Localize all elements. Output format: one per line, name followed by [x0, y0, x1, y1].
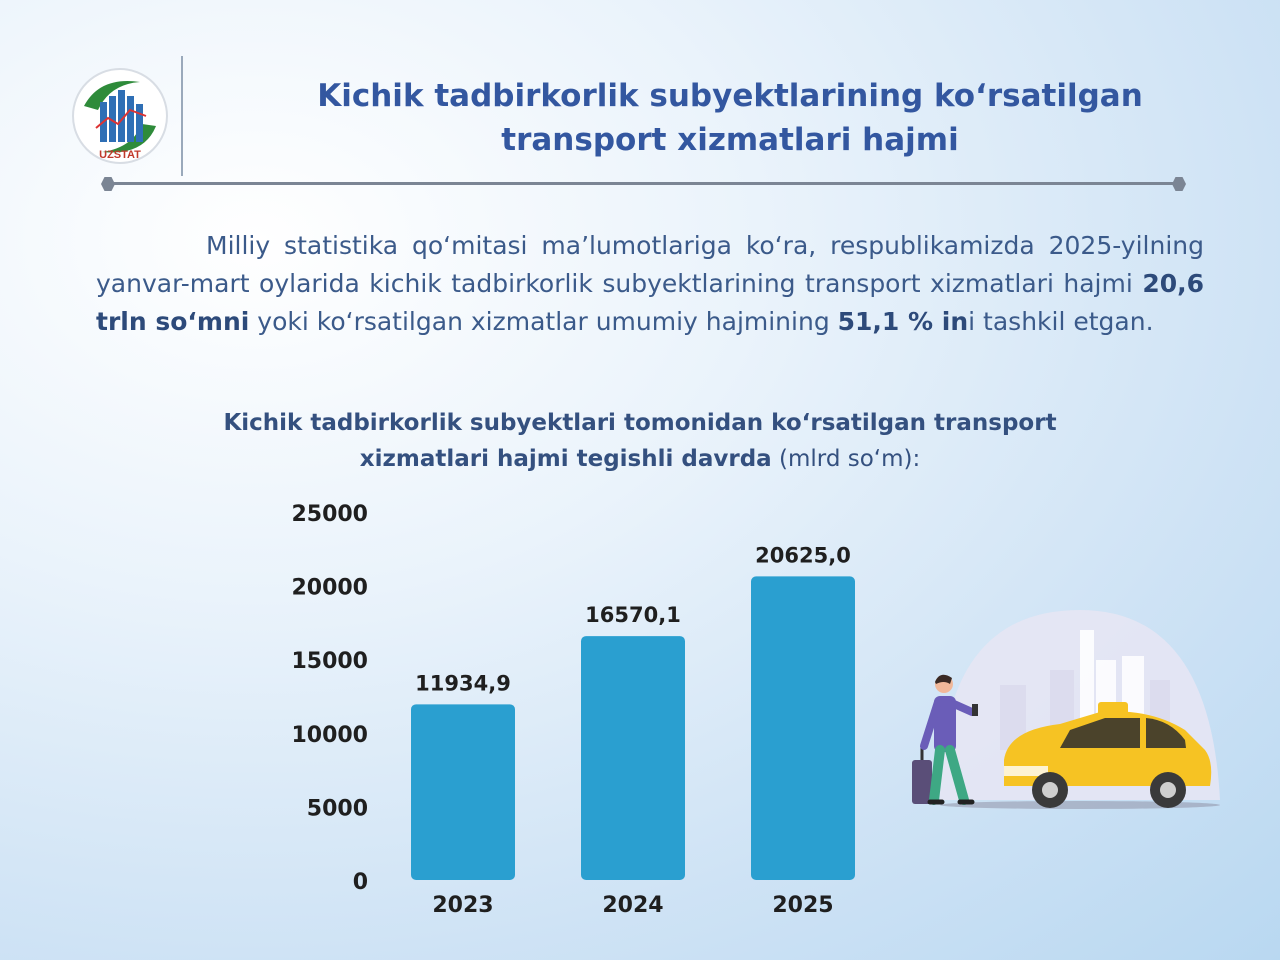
- intro-text-1: Milliy statistika qo‘mitasi ma’lumotlari…: [96, 231, 1204, 298]
- y-tick-label: 25000: [291, 502, 368, 527]
- title-line-2: transport xizmatlari hajmi: [501, 122, 959, 158]
- intro-text-3: i tashkil etgan.: [968, 307, 1154, 336]
- bar: [751, 576, 855, 880]
- title-rule: [108, 182, 1179, 185]
- bar-chart: 0 5000 10000 15000 20000 25000 11934,9 2023 1657…: [291, 502, 855, 918]
- logo-text: UZSTAT: [99, 149, 141, 161]
- y-tick-label: 20000: [291, 576, 368, 601]
- intro-highlight-share: 51,1 % in: [837, 307, 969, 336]
- data-label: 20625,0: [755, 543, 851, 567]
- y-tick-label: 0: [353, 870, 368, 895]
- intro-text-2: yoki ko‘rsatilgan xizmatlar umumiy hajmi…: [249, 307, 838, 336]
- rule-end-right: [1172, 177, 1186, 191]
- title-line-1: Kichik tadbirkorlik subyektlarining ko‘r…: [317, 78, 1143, 114]
- rule-end-left: [101, 177, 115, 191]
- data-label: 16570,1: [585, 603, 681, 627]
- x-tick-label: 2023: [432, 893, 493, 918]
- taxi-illustration: [900, 590, 1230, 820]
- chart-title-line-1: Kichik tadbirkorlik subyektlari tomonida…: [223, 410, 1057, 436]
- y-tick-label: 5000: [307, 796, 368, 821]
- bar: [581, 636, 685, 880]
- chart-title-line-2: xizmatlari hajmi tegishli davrda: [359, 446, 772, 472]
- data-label: 11934,9: [415, 671, 511, 695]
- logo-divider: [181, 56, 183, 176]
- chart-unit: (mlrd so‘m):: [771, 446, 921, 472]
- y-tick-label: 10000: [291, 723, 368, 748]
- x-tick-label: 2024: [602, 893, 663, 918]
- x-tick-label: 2025: [772, 893, 833, 918]
- page-title: Kichik tadbirkorlik subyektlarining ko‘r…: [200, 74, 1260, 162]
- chart-title: Kichik tadbirkorlik subyektlari tomonida…: [150, 405, 1130, 477]
- y-tick-label: 15000: [291, 649, 368, 674]
- bar: [411, 704, 515, 880]
- uzstat-logo: UZSTAT: [70, 66, 170, 166]
- intro-highlight-amount: 20,6 trln so‘mni: [96, 269, 1204, 336]
- intro-paragraph: Milliy statistika qo‘mitasi ma’lumotlari…: [96, 227, 1204, 341]
